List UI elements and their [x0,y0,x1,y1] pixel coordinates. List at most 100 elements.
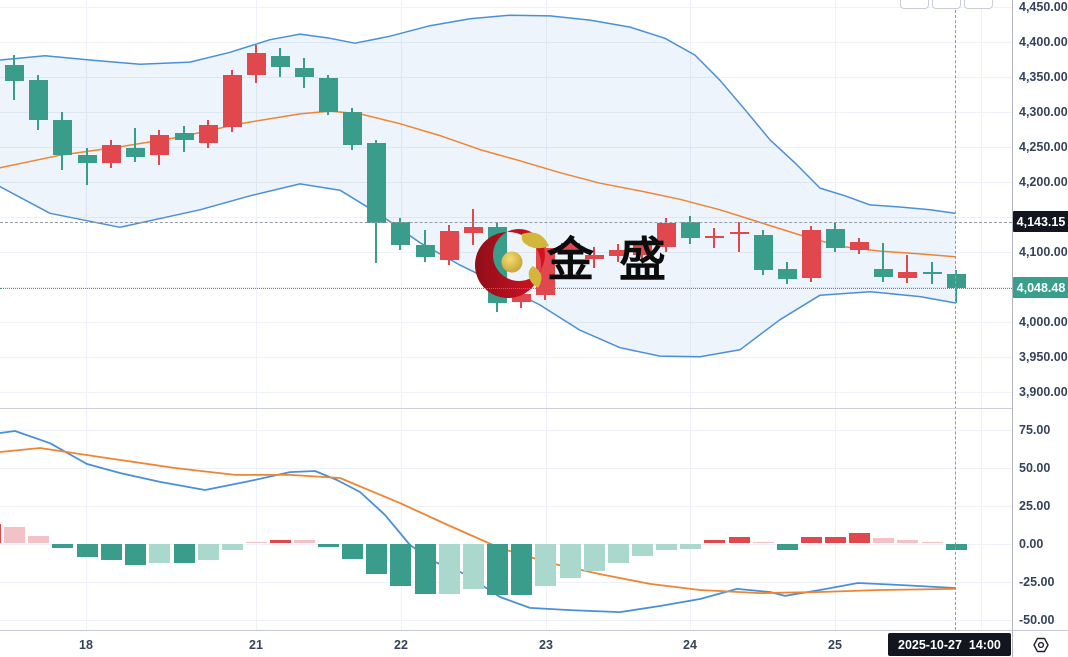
chart-plot-area[interactable] [0,0,1012,630]
candle-body [947,274,966,288]
indicator-axis-label: 0.00 [1019,536,1044,551]
time-gridline [256,0,257,630]
macd-histogram-bar [849,532,870,544]
candle-body [705,235,724,238]
price-gridline [0,216,1012,218]
gear-icon[interactable] [1032,636,1050,654]
candle-body [561,242,580,252]
price-axis-label: 3,900.00 [1019,384,1068,399]
macd-histogram-bar [342,543,363,559]
candle-body [923,272,942,275]
candle-body [512,293,531,303]
macd-histogram-bar [825,536,846,544]
indicator-gridline [0,619,1012,621]
indicator-axis-label: 50.00 [1019,460,1051,475]
macd-histogram-bar [174,543,195,564]
macd-histogram-bar [656,543,677,551]
bollinger-fill [0,15,955,357]
indicator-axis-label: 75.00 [1019,422,1051,437]
time-axis[interactable]: 2025-10-27 14:00 18 21 22 23 24 25 [0,630,1068,657]
candle-body [633,244,652,256]
time-axis-label: 23 [539,637,553,652]
last-price-line [0,287,1012,289]
macd-histogram-bar [608,543,629,564]
macd-histogram-bar [946,543,967,550]
price-axis-label: 4,350.00 [1019,69,1068,84]
price-gridline [0,356,1012,358]
macd-histogram-bar [439,543,460,594]
macd-histogram-bar [125,543,146,565]
macd-histogram-bar [777,543,798,550]
candle-body [223,74,242,128]
macd-histogram-bar [222,543,243,551]
candle-wick [713,228,715,249]
macd-histogram-bar [753,541,774,544]
macd-histogram-bar [560,543,581,579]
time-gridline [690,0,691,630]
time-gridline [546,0,547,630]
macd-histogram-bar [4,526,25,544]
candle-body [271,55,290,67]
price-axis-label: 4,200.00 [1019,174,1068,189]
candle-body [802,230,821,279]
time-gridline [401,0,402,630]
macd-histogram-bar [535,543,556,587]
pane-divider[interactable] [0,408,1068,409]
macd-histogram-bar [390,543,411,587]
axis-settings-corner[interactable] [1012,630,1068,657]
price-axis[interactable]: 4,143.15 4,048.48 4,450.00 4,400.00 4,350.… [1012,0,1068,630]
macd-histogram-bar [463,543,484,590]
price-axis-label: 4,400.00 [1019,34,1068,49]
price-axis-label: 4,100.00 [1019,244,1068,259]
bollinger-upper-line [0,14,956,215]
time-axis-label: 21 [249,637,263,652]
indicator-gridline [0,467,1012,469]
candle-body [5,64,24,81]
pane-control-button[interactable] [964,0,993,9]
macd-histogram-bar [270,539,291,544]
candle-body [78,155,97,163]
time-axis-label: 22 [394,637,408,652]
crosshair-price-badge: 4,143.15 [1013,211,1068,233]
macd-histogram-bar [680,543,701,549]
macd-histogram-bar [294,540,315,544]
price-gridline [0,181,1012,183]
candle-body [53,120,72,156]
macd-histogram-bar [101,543,122,561]
macd-histogram-bar [487,543,508,596]
candle-wick [738,221,740,252]
candle-wick [906,255,908,284]
macd-histogram-bar [77,543,98,558]
candle-body [175,132,194,140]
indicator-gridline [0,505,1012,507]
candle-body [126,148,145,158]
pane-control-button[interactable] [932,0,961,9]
candle-body [657,223,676,247]
macd-histogram-bar [0,523,1,544]
macd-histogram-bar [28,535,49,544]
watermark-text: 金 盛 [547,233,668,286]
macd-histogram-bar [632,543,653,557]
macd-histogram-bar [415,543,436,594]
candle-body [754,235,773,270]
candle-body [367,143,386,224]
macd-histogram-bar [318,543,339,547]
last-price-badge: 4,048.48 [1013,277,1068,299]
time-axis-label: 25 [828,637,842,652]
macd-histogram-bar [246,541,267,544]
macd-histogram-bar [801,536,822,544]
candle-body [343,111,362,145]
candle-body [850,242,869,250]
pane-control-button[interactable] [900,0,929,9]
price-gridline [0,391,1012,393]
candle-body [609,249,628,256]
indicator-axis-label: 25.00 [1019,498,1051,513]
macd-histogram-bar [198,543,219,561]
candle-body [29,80,48,121]
macd-histogram-bar [873,538,894,544]
price-gridline [0,41,1012,43]
candle-body [295,67,314,77]
candle-body [488,227,507,303]
candle-body [416,244,435,257]
price-axis-label: 4,450.00 [1019,0,1068,14]
